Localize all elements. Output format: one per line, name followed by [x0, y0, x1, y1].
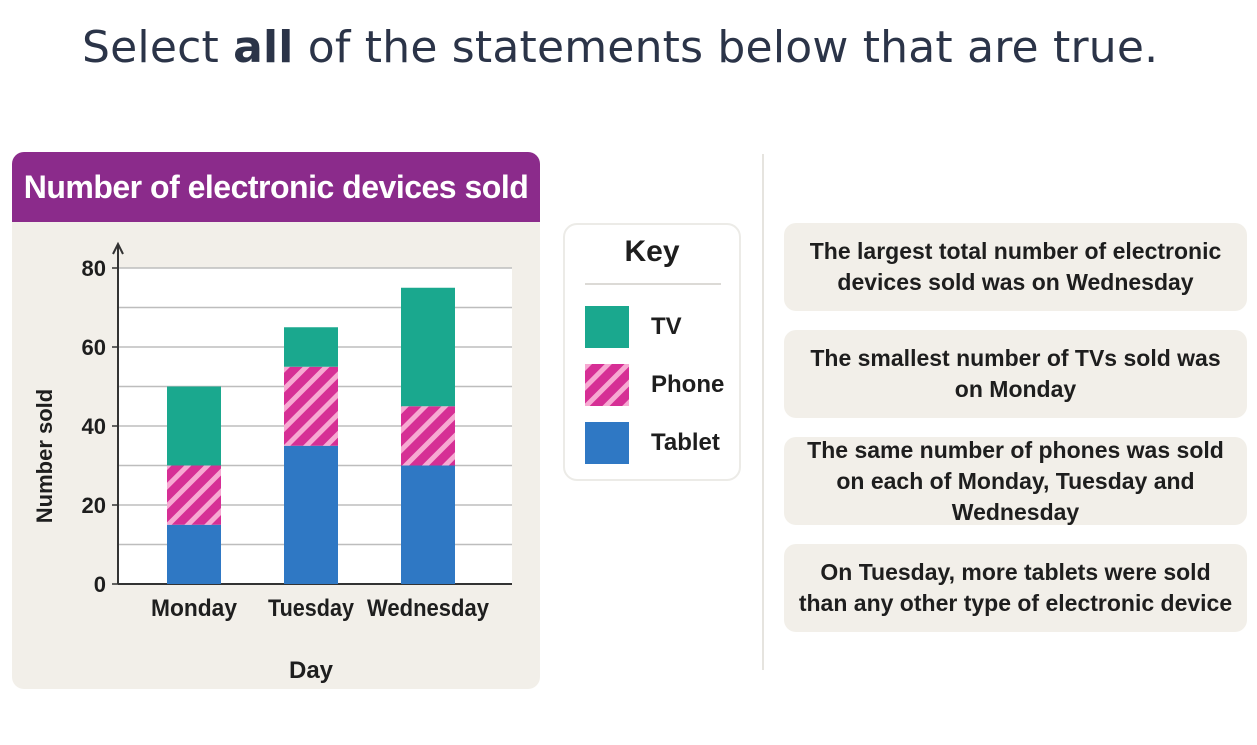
- y-tick-label: 40: [82, 414, 106, 439]
- bar-tablet-wednesday: [401, 465, 455, 584]
- key-swatch-phone: [585, 364, 629, 406]
- bar-tablet-tuesday: [284, 445, 338, 584]
- y-tick-label: 0: [94, 572, 106, 597]
- y-tick-label: 80: [82, 256, 106, 281]
- key-title: Key: [624, 235, 680, 268]
- bar-phone-monday: [167, 465, 221, 525]
- y-axis-arrow: [112, 241, 124, 255]
- stacked-bar-chart: 0 20 40 60 80 Monday Tuesday Wednesday Day Number…: [32, 241, 512, 684]
- x-tick-label: Wednesday: [367, 595, 490, 622]
- question-emphasis: all: [233, 22, 294, 73]
- bar-tv-wednesday: [401, 287, 455, 407]
- y-tick-label: 60: [82, 335, 106, 360]
- key-label-phone: Phone: [651, 371, 725, 398]
- column-divider: [762, 154, 764, 670]
- key-item-phone: Phone: [585, 364, 725, 406]
- statement-option-3[interactable]: The same number of phones was sold on ea…: [784, 437, 1247, 525]
- bar-tablet-monday: [167, 524, 221, 584]
- bar-phone-wednesday: [401, 406, 455, 466]
- statement-option-1[interactable]: The largest total number of electronic d…: [784, 223, 1247, 311]
- statement-option-2[interactable]: The smallest number of TVs sold was on M…: [784, 330, 1247, 418]
- x-tick-label: Monday: [151, 595, 238, 622]
- bar-tv-monday: [167, 386, 221, 466]
- bar-tv-tuesday: [284, 327, 338, 367]
- key-divider: [585, 283, 721, 285]
- key-swatch-tablet: [585, 422, 629, 464]
- question-prompt: Select all of the statements below that …: [82, 20, 1158, 76]
- bar-phone-tuesday: [284, 366, 338, 446]
- key-swatch-tv: [585, 306, 629, 348]
- key-label-tv: TV: [651, 313, 682, 340]
- key-label-tablet: Tablet: [651, 429, 720, 456]
- y-tick-label: 20: [82, 493, 106, 518]
- question-prefix: Select: [82, 22, 234, 73]
- key-item-tablet: Tablet: [585, 422, 720, 464]
- y-axis-label: Number sold: [32, 389, 57, 523]
- chart-card: Number of electronic devices sold 0 20 40 6…: [12, 152, 540, 689]
- x-tick-label: Tuesday: [268, 595, 355, 622]
- chart-title: Number of electronic devices sold: [12, 152, 540, 222]
- key-item-tv: TV: [585, 306, 682, 348]
- question-suffix: of the statements below that are true.: [293, 22, 1159, 73]
- x-axis-label: Day: [289, 657, 334, 684]
- statement-option-4[interactable]: On Tuesday, more tablets were sold than …: [784, 544, 1247, 632]
- chart-key: Key TV Phone Tablet: [563, 223, 741, 481]
